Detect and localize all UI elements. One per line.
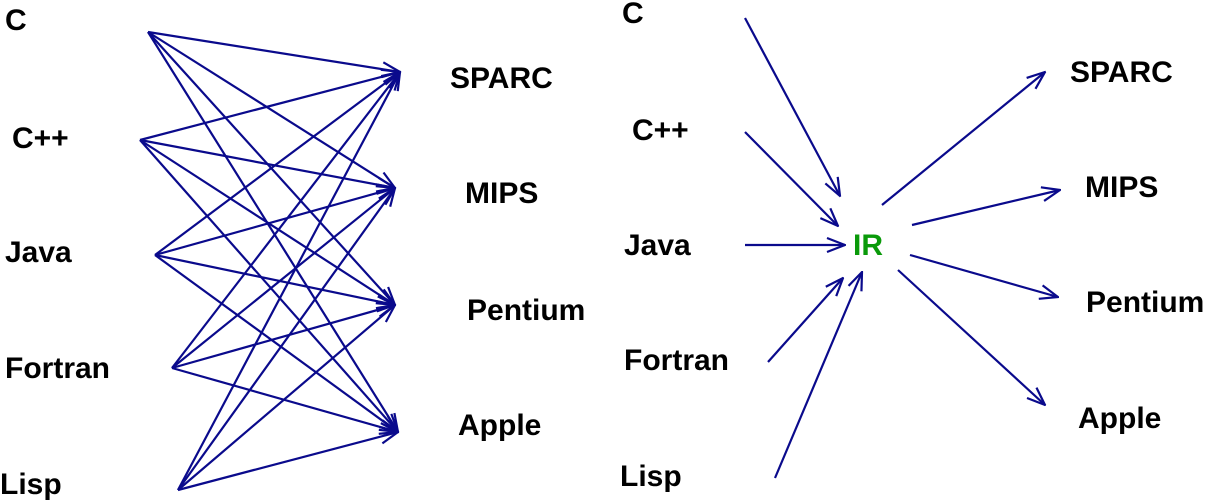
source-label: C [622, 0, 644, 30]
source-label: Lisp [620, 460, 682, 493]
target-label: MIPS [1085, 171, 1158, 204]
arrow [171, 188, 395, 369]
source-label: Fortran [5, 352, 110, 385]
arrow [177, 305, 395, 491]
arrow [177, 72, 400, 491]
arrow [881, 72, 1045, 206]
arrow [147, 31, 395, 188]
target-label: MIPS [465, 177, 538, 210]
arrow [744, 17, 840, 196]
arrow [171, 72, 400, 369]
source-label: C [5, 4, 27, 37]
target-label: Pentium [1086, 286, 1204, 319]
arrow [911, 190, 1060, 227]
arrow [139, 72, 400, 142]
target-label: SPARC [450, 62, 553, 95]
arrow [897, 269, 1045, 405]
arrow [909, 253, 1058, 297]
target-label: Apple [1078, 402, 1161, 435]
target-label: Apple [458, 409, 541, 442]
arrow [154, 253, 395, 305]
arrow [744, 131, 838, 226]
target-label: SPARC [1070, 56, 1173, 89]
arrow [171, 305, 395, 370]
arrow [154, 72, 400, 256]
arrow [147, 30, 400, 72]
source-label: C++ [632, 114, 689, 147]
arrow [767, 278, 843, 363]
arrow [154, 188, 395, 257]
arrow [147, 31, 398, 432]
arrow [139, 138, 395, 188]
source-label: C++ [12, 122, 69, 155]
arrow [177, 188, 395, 491]
arrow [177, 432, 398, 492]
arrow [154, 254, 398, 432]
ir-label: IR [853, 229, 883, 262]
source-label: Lisp [0, 468, 62, 501]
source-label: Java [5, 236, 72, 269]
source-label: Java [624, 229, 691, 262]
target-label: Pentium [467, 294, 585, 327]
arrows [139, 17, 1060, 492]
source-label: Fortran [624, 344, 729, 377]
arrow [773, 272, 862, 479]
arrow [139, 139, 398, 432]
